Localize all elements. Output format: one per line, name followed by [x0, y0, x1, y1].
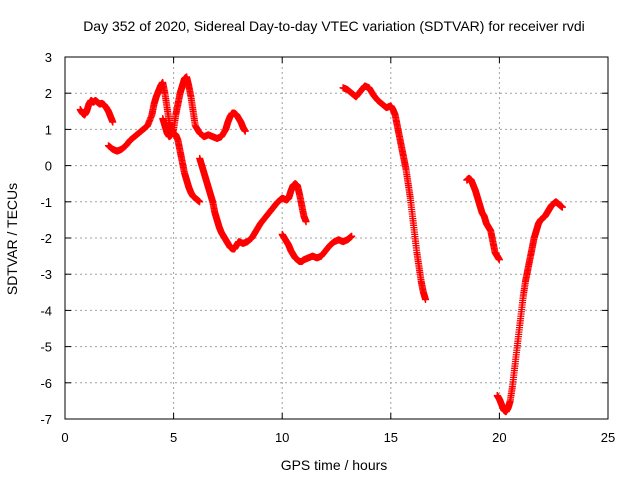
y-tick-label: -7 — [40, 412, 52, 427]
series-4 — [196, 154, 310, 253]
series-8 — [493, 198, 566, 416]
y-tick-label: -4 — [40, 303, 52, 318]
x-tick-label: 0 — [61, 430, 68, 445]
y-tick-label: -3 — [40, 267, 52, 282]
x-tick-label: 15 — [384, 430, 398, 445]
series-5 — [278, 230, 356, 266]
y-tick-label: -5 — [40, 340, 52, 355]
data-point — [558, 203, 566, 211]
series-3 — [159, 73, 249, 142]
y-tick-label: -1 — [40, 195, 52, 210]
data-point — [241, 127, 249, 135]
y-axis-tick-labels: 3 2 1 0 -1 -2 -3 -4 -5 -6 -7 — [40, 50, 52, 427]
x-tick-label: 10 — [275, 430, 289, 445]
axis-ticks — [64, 56, 609, 420]
x-tick-label: 25 — [601, 430, 615, 445]
series-6 — [339, 82, 430, 304]
x-tick-label: 20 — [492, 430, 506, 445]
series-1 — [76, 96, 117, 126]
y-axis-label: SDTVAR / TECUs — [4, 183, 20, 295]
x-axis-tick-labels: 0 5 10 15 20 25 — [61, 430, 615, 445]
y-tick-label: -2 — [40, 231, 52, 246]
data-point — [302, 218, 310, 226]
y-tick-label: 2 — [45, 86, 52, 101]
chart-title: Day 352 of 2020, Sidereal Day-to-day VTE… — [83, 18, 585, 34]
data-point — [422, 296, 430, 304]
y-tick-label: -6 — [40, 376, 52, 391]
data-point — [495, 256, 503, 264]
y-tick-label: 3 — [45, 50, 52, 65]
data-point — [109, 118, 117, 126]
x-tick-label: 5 — [170, 430, 177, 445]
data-points — [76, 73, 566, 416]
series-7 — [463, 174, 503, 264]
x-axis-label: GPS time / hours — [281, 457, 388, 473]
y-tick-label: 0 — [45, 159, 52, 174]
data-point — [348, 232, 356, 240]
y-tick-label: 1 — [45, 122, 52, 137]
data-point — [196, 198, 204, 206]
